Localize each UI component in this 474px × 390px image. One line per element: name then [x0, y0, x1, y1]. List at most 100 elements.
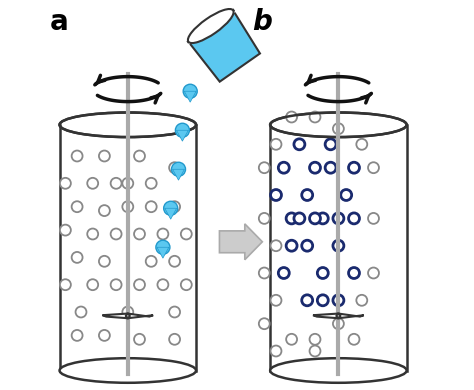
Ellipse shape	[169, 256, 180, 267]
Ellipse shape	[134, 151, 145, 161]
Ellipse shape	[356, 295, 367, 306]
Ellipse shape	[337, 314, 340, 317]
Ellipse shape	[310, 334, 320, 345]
Ellipse shape	[368, 213, 379, 224]
Ellipse shape	[278, 162, 289, 173]
Ellipse shape	[302, 190, 313, 200]
Ellipse shape	[271, 139, 282, 150]
Ellipse shape	[325, 139, 336, 150]
Ellipse shape	[333, 123, 344, 134]
Ellipse shape	[278, 268, 289, 278]
Ellipse shape	[188, 9, 234, 43]
Ellipse shape	[60, 358, 196, 383]
Ellipse shape	[333, 213, 344, 224]
Ellipse shape	[122, 178, 133, 189]
Ellipse shape	[110, 178, 121, 189]
Ellipse shape	[259, 268, 270, 278]
Ellipse shape	[169, 162, 180, 173]
Ellipse shape	[310, 162, 320, 173]
Ellipse shape	[317, 295, 328, 306]
Text: b: b	[253, 8, 273, 36]
Polygon shape	[157, 247, 169, 258]
Ellipse shape	[348, 213, 359, 224]
Ellipse shape	[175, 123, 190, 137]
Ellipse shape	[259, 318, 270, 329]
Ellipse shape	[333, 240, 344, 251]
Ellipse shape	[294, 139, 305, 150]
Ellipse shape	[60, 225, 71, 236]
Ellipse shape	[310, 346, 320, 356]
Ellipse shape	[181, 229, 192, 239]
Ellipse shape	[271, 190, 282, 200]
Ellipse shape	[294, 213, 305, 224]
Ellipse shape	[310, 213, 320, 224]
Ellipse shape	[270, 112, 407, 137]
Polygon shape	[338, 314, 364, 318]
Ellipse shape	[333, 318, 344, 329]
Ellipse shape	[356, 139, 367, 150]
Polygon shape	[184, 91, 196, 102]
Ellipse shape	[87, 178, 98, 189]
Ellipse shape	[270, 358, 407, 383]
Ellipse shape	[122, 201, 133, 212]
Ellipse shape	[126, 314, 130, 317]
Ellipse shape	[110, 279, 121, 290]
Ellipse shape	[271, 240, 282, 251]
Ellipse shape	[259, 162, 270, 173]
Ellipse shape	[181, 279, 192, 290]
Ellipse shape	[99, 256, 110, 267]
Ellipse shape	[286, 112, 297, 122]
Polygon shape	[313, 314, 338, 318]
Ellipse shape	[99, 151, 110, 161]
Polygon shape	[165, 208, 177, 219]
Ellipse shape	[134, 229, 145, 239]
Ellipse shape	[286, 213, 297, 224]
Ellipse shape	[183, 84, 197, 98]
Polygon shape	[173, 169, 184, 180]
Ellipse shape	[99, 330, 110, 341]
Polygon shape	[102, 314, 128, 318]
Ellipse shape	[368, 268, 379, 278]
Ellipse shape	[348, 334, 359, 345]
Ellipse shape	[259, 213, 270, 224]
Ellipse shape	[146, 256, 157, 267]
Ellipse shape	[122, 307, 133, 317]
Ellipse shape	[333, 295, 344, 306]
Ellipse shape	[146, 201, 157, 212]
Ellipse shape	[341, 190, 352, 200]
Polygon shape	[176, 130, 188, 141]
Ellipse shape	[134, 334, 145, 345]
Ellipse shape	[134, 279, 145, 290]
Ellipse shape	[302, 240, 313, 251]
Ellipse shape	[60, 178, 71, 189]
Ellipse shape	[368, 162, 379, 173]
Ellipse shape	[169, 307, 180, 317]
Ellipse shape	[60, 112, 196, 137]
Ellipse shape	[157, 229, 168, 239]
Ellipse shape	[60, 279, 71, 290]
Ellipse shape	[317, 268, 328, 278]
Polygon shape	[219, 224, 262, 260]
Text: a: a	[50, 8, 69, 36]
Ellipse shape	[271, 295, 282, 306]
Ellipse shape	[317, 213, 328, 224]
Ellipse shape	[157, 279, 168, 290]
Ellipse shape	[72, 330, 82, 341]
Ellipse shape	[72, 252, 82, 263]
Ellipse shape	[110, 229, 121, 239]
Ellipse shape	[169, 201, 180, 212]
Ellipse shape	[302, 295, 313, 306]
Ellipse shape	[348, 268, 359, 278]
Ellipse shape	[156, 240, 170, 254]
Ellipse shape	[310, 112, 320, 122]
Ellipse shape	[146, 178, 157, 189]
Ellipse shape	[75, 307, 86, 317]
Ellipse shape	[286, 334, 297, 345]
Ellipse shape	[271, 346, 282, 356]
Ellipse shape	[99, 205, 110, 216]
Ellipse shape	[87, 229, 98, 239]
Ellipse shape	[172, 162, 185, 176]
Ellipse shape	[87, 279, 98, 290]
Polygon shape	[188, 11, 260, 82]
Ellipse shape	[286, 240, 297, 251]
